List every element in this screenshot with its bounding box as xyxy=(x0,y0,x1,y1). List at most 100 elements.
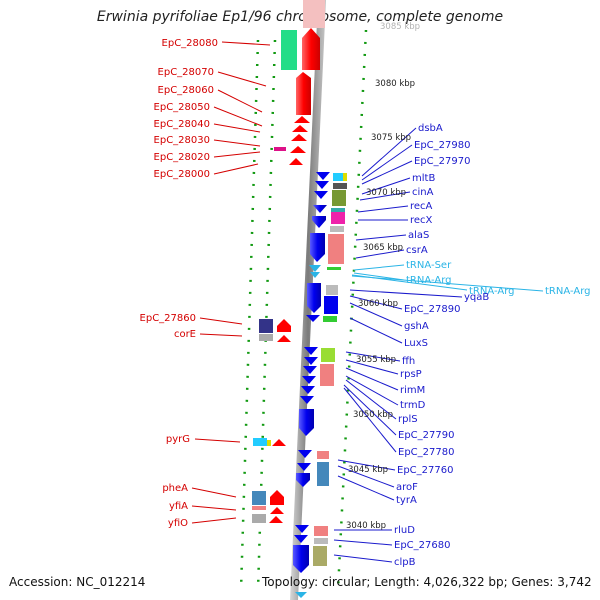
gene-label[interactable]: EpC_27790 xyxy=(398,430,454,441)
gene-label[interactable]: yfiA xyxy=(169,501,188,512)
gene-label[interactable]: EpC_28060 xyxy=(158,85,214,96)
gene-label[interactable]: ffh xyxy=(402,356,415,367)
gene-arrow-forward xyxy=(289,158,303,165)
gene-arrow-reverse xyxy=(298,450,312,458)
gene-label[interactable]: EpC_28070 xyxy=(158,67,214,78)
gene-box-magenta xyxy=(274,147,286,151)
gene-arrow-reverse xyxy=(303,366,317,374)
gene-label[interactable]: EpC_28020 xyxy=(154,152,210,163)
gene-label[interactable]: tRNA-Ser xyxy=(406,260,452,271)
gene-label[interactable]: EpC_27970 xyxy=(414,156,470,167)
gene-arrow-forward xyxy=(296,72,311,115)
gene-arrow-reverse xyxy=(306,315,320,322)
gene-label[interactable]: EpC_27760 xyxy=(397,465,453,476)
gene-label[interactable]: EpC_27780 xyxy=(398,447,454,458)
right-gene-labels: dsbA EpC_27980 EpC_27970 mltB cinA recA … xyxy=(394,123,590,568)
feature-box xyxy=(314,526,328,536)
gene-arrow-forward xyxy=(291,134,307,141)
genome-stats-text: Topology: circular; Length: 4,026,322 bp… xyxy=(262,575,592,589)
feature-box xyxy=(252,506,266,510)
gene-label[interactable]: mltB xyxy=(412,173,435,184)
gene-label[interactable]: pheA xyxy=(162,483,188,494)
gene-label[interactable]: tRNA-Arg xyxy=(545,286,590,297)
feature-box xyxy=(327,267,341,270)
gene-label[interactable]: yqaB xyxy=(464,292,489,303)
gene-label[interactable]: yfiO xyxy=(168,518,188,529)
gene-label[interactable]: dsbA xyxy=(418,123,443,134)
forward-features xyxy=(274,28,320,165)
feature-box xyxy=(331,208,345,212)
feature-box xyxy=(313,546,327,566)
gene-label[interactable]: LuxS xyxy=(404,338,428,349)
gene-arrow-reverse xyxy=(312,216,326,228)
gene-label[interactable]: clpB xyxy=(394,557,416,568)
scale-label: 3045 kbp xyxy=(348,465,388,475)
gene-arrow-reverse xyxy=(296,473,310,487)
feature-box xyxy=(324,296,338,314)
gene-label[interactable]: rimM xyxy=(400,385,425,396)
gene-label[interactable]: rpsP xyxy=(400,369,422,380)
gene-label[interactable]: EpC_27680 xyxy=(394,540,450,551)
gene-arrow-reverse xyxy=(316,172,330,180)
feature-box xyxy=(323,316,337,322)
gene-arrow-reverse xyxy=(295,525,309,533)
scale-label: 3060 kbp xyxy=(358,299,398,309)
reverse-features xyxy=(293,172,330,598)
feature-box xyxy=(259,319,273,333)
gene-arrow-forward xyxy=(277,319,291,332)
gene-arrow-reverse xyxy=(304,347,318,355)
gene-label[interactable]: cinA xyxy=(412,187,434,198)
gene-label[interactable]: tRNA-Arg xyxy=(469,286,514,297)
feature-box xyxy=(330,226,344,232)
feature-box xyxy=(314,538,328,544)
gene-label[interactable]: EpC_28040 xyxy=(154,119,210,130)
scale-label: 3070 kbp xyxy=(366,188,406,198)
gene-arrow-forward xyxy=(294,116,310,123)
feature-box xyxy=(259,334,273,341)
gene-label[interactable]: EpC_28030 xyxy=(154,135,210,146)
feature-box xyxy=(252,491,266,505)
gene-label[interactable]: rluD xyxy=(394,525,415,536)
gene-box-green xyxy=(281,30,297,70)
gene-label[interactable]: corE xyxy=(174,329,196,340)
gene-arrow-forward xyxy=(277,335,291,342)
trna-marker xyxy=(309,265,321,272)
gene-label[interactable]: EpC_28050 xyxy=(154,102,210,113)
scale-label: 3085 kbp xyxy=(380,22,420,32)
left-leader-lines xyxy=(191,41,271,524)
gene-arrow-forward xyxy=(290,146,306,153)
gene-arrow-reverse xyxy=(294,535,308,543)
scale-labels: 3085 kbp 3080 kbp 3075 kbp 3070 kbp 3065… xyxy=(346,22,420,531)
gene-label[interactable]: tRNA-Arg xyxy=(406,275,451,286)
feature-box xyxy=(252,514,266,523)
left-features xyxy=(252,319,291,523)
gene-label[interactable]: EpC_27890 xyxy=(404,304,460,315)
gene-label[interactable]: csrA xyxy=(406,245,428,256)
gene-arrow-forward xyxy=(292,125,308,132)
gene-arrow-reverse xyxy=(310,233,325,262)
feature-box xyxy=(326,285,338,295)
gene-arrow-reverse xyxy=(315,181,329,189)
gene-arrow-reverse xyxy=(313,205,327,213)
gene-label[interactable]: rplS xyxy=(398,414,418,425)
gene-arrow-reverse xyxy=(304,357,318,365)
scale-label: 3055 kbp xyxy=(356,355,396,365)
feature-box xyxy=(328,234,344,264)
gene-label[interactable]: EpC_27860 xyxy=(140,313,196,324)
gene-arrow-reverse xyxy=(302,376,316,384)
gene-label[interactable]: EpC_28080 xyxy=(162,38,218,49)
gene-label[interactable]: trmD xyxy=(400,400,426,411)
gene-label[interactable]: aroF xyxy=(396,482,418,493)
gene-arrow-forward xyxy=(270,490,284,505)
gene-label[interactable]: recX xyxy=(410,215,433,226)
gene-label[interactable]: gshA xyxy=(404,321,429,332)
gene-label[interactable]: EpC_27980 xyxy=(414,140,470,151)
tick-column-right xyxy=(336,29,368,591)
gene-label[interactable]: EpC_28000 xyxy=(154,169,210,180)
gene-label[interactable]: pyrG xyxy=(166,434,190,445)
gene-arrow-reverse xyxy=(293,545,309,573)
gene-label[interactable]: recA xyxy=(410,201,433,212)
gene-label[interactable]: tyrA xyxy=(396,495,417,506)
gene-label[interactable]: alaS xyxy=(408,230,429,241)
